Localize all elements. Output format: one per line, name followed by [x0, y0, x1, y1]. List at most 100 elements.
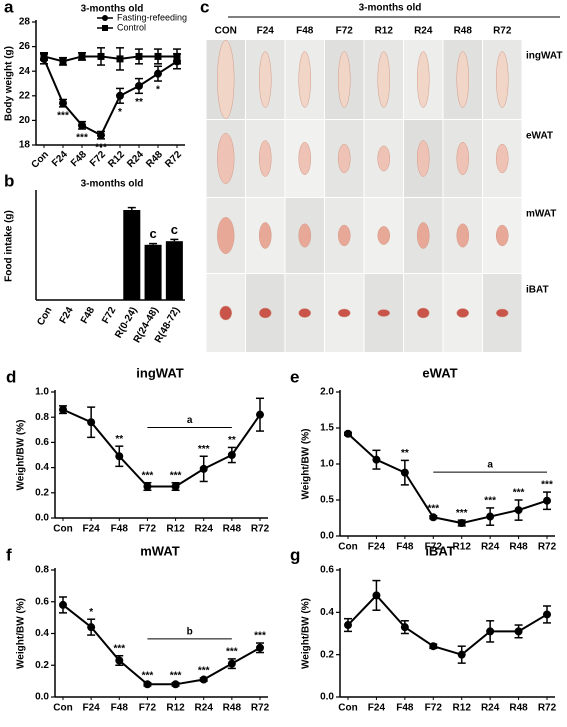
x-tick-label: F24: [83, 703, 101, 714]
marker: [486, 512, 495, 521]
tissue: [259, 140, 272, 177]
y-tick-label: 0.0: [35, 513, 49, 524]
tissue: [417, 51, 430, 108]
significance: ***: [142, 470, 154, 481]
tissue: [298, 51, 311, 108]
marker: [199, 464, 208, 473]
y-axis-label: Weight/BW (%): [16, 420, 27, 491]
y-tick-label: 1.0: [320, 459, 334, 470]
panel-label: c: [200, 0, 209, 16]
tissue: [338, 143, 351, 174]
marker: [256, 643, 264, 652]
marker: [400, 623, 409, 632]
significance: ***: [170, 470, 182, 481]
significance: ***: [456, 508, 468, 519]
panel-label: f: [6, 545, 12, 564]
significance: ***: [198, 444, 210, 455]
marker: [199, 675, 208, 684]
marker: [543, 610, 551, 619]
marker: [87, 418, 96, 427]
significance: **: [115, 434, 123, 445]
marker: [372, 591, 381, 600]
x-tick-label: Con: [53, 524, 72, 535]
marker: [429, 642, 438, 651]
x-tick-label: R12: [453, 703, 472, 714]
legend-marker: [102, 25, 108, 31]
row-label: eWAT: [526, 131, 553, 142]
marker: [457, 650, 466, 659]
y-tick-label: 0.2: [35, 487, 49, 498]
x-tick-label: F48: [111, 524, 129, 535]
x-tick-label: Con: [338, 703, 357, 714]
tissue: [377, 226, 390, 245]
x-tick-label: R48: [509, 542, 528, 553]
x-tick-label: F72: [139, 524, 157, 535]
y-tick-label: 0.6: [320, 565, 334, 576]
tissue: [377, 51, 390, 108]
significance: **: [135, 97, 143, 108]
bracket-label: b: [187, 627, 193, 638]
panel-label: b: [4, 171, 14, 190]
tissue: [456, 308, 469, 318]
significance: ***: [113, 643, 125, 654]
x-tick-label: F48: [396, 703, 414, 714]
column-header: R72: [493, 26, 512, 37]
panel-label: e: [290, 367, 299, 386]
y-tick-label: 0.6: [35, 437, 49, 448]
marker: [543, 496, 551, 505]
marker: [256, 410, 264, 419]
x-tick-label: R72: [251, 703, 270, 714]
tissue: [217, 40, 235, 119]
y-tick-label: 0.6: [35, 596, 49, 607]
marker: [372, 455, 381, 464]
y-tick-label: 0.8: [35, 412, 49, 423]
marker: [115, 452, 124, 461]
marker: [227, 659, 236, 668]
y-tick-label: 0.8: [35, 565, 49, 576]
x-tick-label: Con: [338, 542, 357, 553]
tissue: [298, 223, 311, 248]
tissue: [496, 143, 509, 174]
tissue: [377, 145, 390, 172]
marker: [154, 69, 162, 78]
x-tick-label: R12: [166, 524, 185, 535]
y-tick-label: 28: [19, 17, 31, 28]
series-line: [62, 604, 261, 686]
tissue: [259, 307, 272, 319]
panel-label: d: [6, 367, 16, 386]
tissue: [219, 305, 232, 321]
significance: ***: [513, 488, 525, 499]
chart-title: 3-months old: [81, 179, 144, 190]
tissue: [217, 133, 235, 184]
tissue: [338, 224, 351, 247]
marker: [115, 656, 124, 665]
marker: [429, 513, 438, 522]
panel-title: 3-months old: [359, 3, 422, 14]
column-header: F72: [336, 26, 354, 37]
chart-title: eWAT: [422, 365, 457, 380]
significance: *: [89, 607, 93, 618]
marker: [59, 57, 67, 65]
column-header: R24: [414, 26, 433, 37]
bar: [144, 244, 162, 300]
significance: ***: [57, 111, 69, 122]
row-label: mWAT: [526, 209, 556, 220]
y-axis-label: Weight/BW (%): [16, 598, 27, 669]
x-tick-label: R24: [195, 524, 214, 535]
x-tick-label: F72: [139, 703, 157, 714]
significance: c: [149, 226, 156, 241]
x-tick-label: F48: [111, 703, 129, 714]
y-tick-label: 24: [19, 66, 31, 77]
marker: [514, 506, 523, 515]
column-header: R48: [454, 26, 473, 37]
series-line: [347, 433, 548, 525]
x-tick-label: F48: [396, 542, 414, 553]
bracket-label: a: [487, 460, 493, 471]
marker: [135, 81, 143, 90]
tissue: [417, 140, 430, 177]
marker: [486, 627, 495, 636]
significance: **: [228, 435, 236, 446]
y-tick-label: 0.0: [35, 692, 49, 703]
marker: [143, 680, 152, 689]
